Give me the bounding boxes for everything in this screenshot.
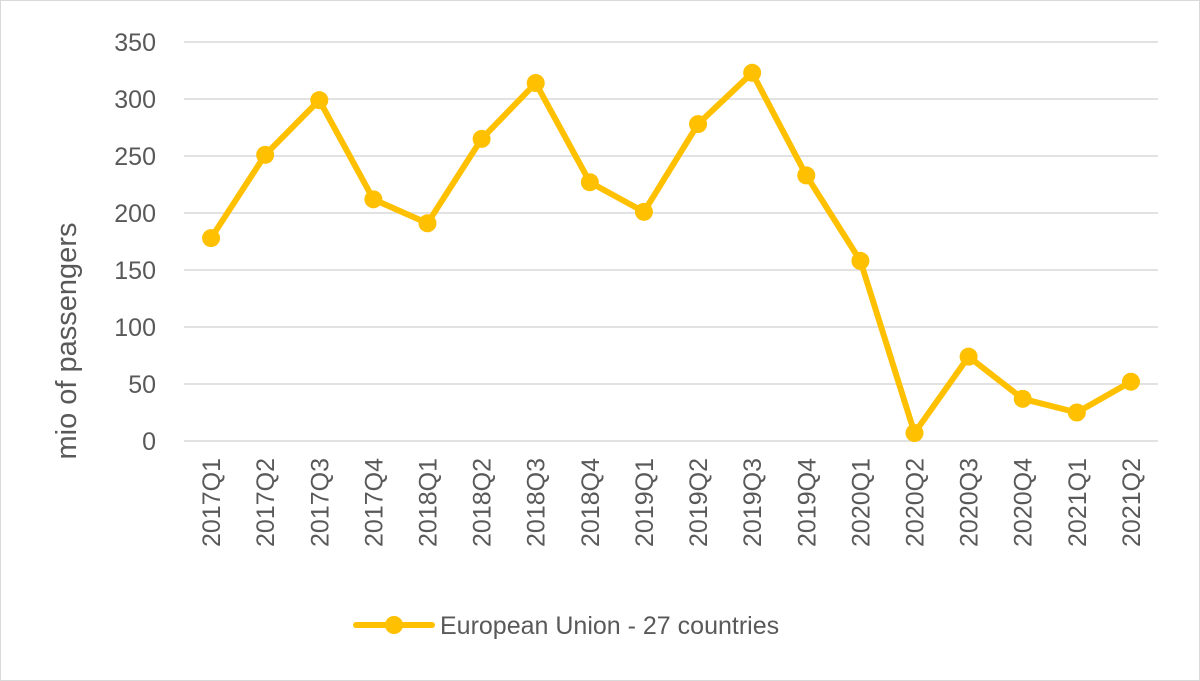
gridlines xyxy=(184,41,1158,442)
data-point xyxy=(634,202,653,221)
x-tick-label: 2017Q3 xyxy=(306,458,334,547)
series-layer xyxy=(202,63,1140,443)
x-tick-label: 2020Q2 xyxy=(902,458,930,547)
x-tick-label: 2017Q2 xyxy=(252,458,280,547)
data-point xyxy=(526,74,545,93)
x-tick-label: 2017Q1 xyxy=(198,458,226,547)
x-tick-label: 2018Q1 xyxy=(415,458,443,547)
data-point xyxy=(202,229,221,248)
data-point xyxy=(256,145,275,164)
x-tick-label: 2017Q4 xyxy=(360,458,388,547)
data-point xyxy=(1013,389,1032,408)
y-axis-tick-labels: 0 50 100 150 200 250 300 350 xyxy=(114,29,156,456)
data-point xyxy=(1067,403,1086,422)
data-point xyxy=(689,115,708,134)
y-tick-label: 50 xyxy=(128,371,156,399)
data-point xyxy=(959,347,978,366)
data-point xyxy=(797,166,816,185)
x-tick-label: 2018Q3 xyxy=(523,458,551,547)
y-tick-label: 200 xyxy=(114,200,156,228)
y-tick-label: 100 xyxy=(114,314,156,342)
data-point xyxy=(580,173,599,192)
data-point xyxy=(364,190,383,209)
x-tick-label: 2019Q4 xyxy=(793,458,821,547)
y-tick-label: 0 xyxy=(142,428,156,456)
data-point xyxy=(418,214,437,233)
y-tick-label: 350 xyxy=(114,29,156,57)
x-tick-label: 2018Q2 xyxy=(469,458,497,547)
x-tick-label: 2021Q1 xyxy=(1064,458,1092,547)
x-tick-label: 2018Q4 xyxy=(577,458,605,547)
x-tick-label: 2019Q2 xyxy=(685,458,713,547)
y-tick-label: 150 xyxy=(114,257,156,285)
x-tick-label: 2020Q4 xyxy=(1010,458,1038,547)
data-point xyxy=(743,63,762,82)
y-tick-label: 300 xyxy=(114,86,156,114)
data-point xyxy=(851,251,870,270)
data-point xyxy=(472,129,491,148)
x-tick-label: 2020Q1 xyxy=(847,458,875,547)
legend-marker-swatch xyxy=(385,616,403,634)
legend: European Union - 27 countries xyxy=(353,612,779,640)
y-tick-label: 250 xyxy=(114,143,156,171)
data-point xyxy=(905,424,924,443)
x-tick-label: 2019Q1 xyxy=(631,458,659,547)
series-line xyxy=(208,69,1134,437)
x-tick-label: 2019Q3 xyxy=(739,458,767,547)
x-tick-label: 2020Q3 xyxy=(956,458,984,547)
data-point xyxy=(1121,372,1140,391)
x-axis-tick-labels: 2017Q1 2017Q2 2017Q3 2017Q4 2018Q1 2018Q2 2018… xyxy=(198,458,1146,547)
legend-series-label: European Union - 27 countries xyxy=(440,612,779,640)
data-point xyxy=(310,91,329,110)
y-axis-title: mio of passengers xyxy=(51,223,83,460)
x-tick-label: 2021Q2 xyxy=(1118,458,1146,547)
